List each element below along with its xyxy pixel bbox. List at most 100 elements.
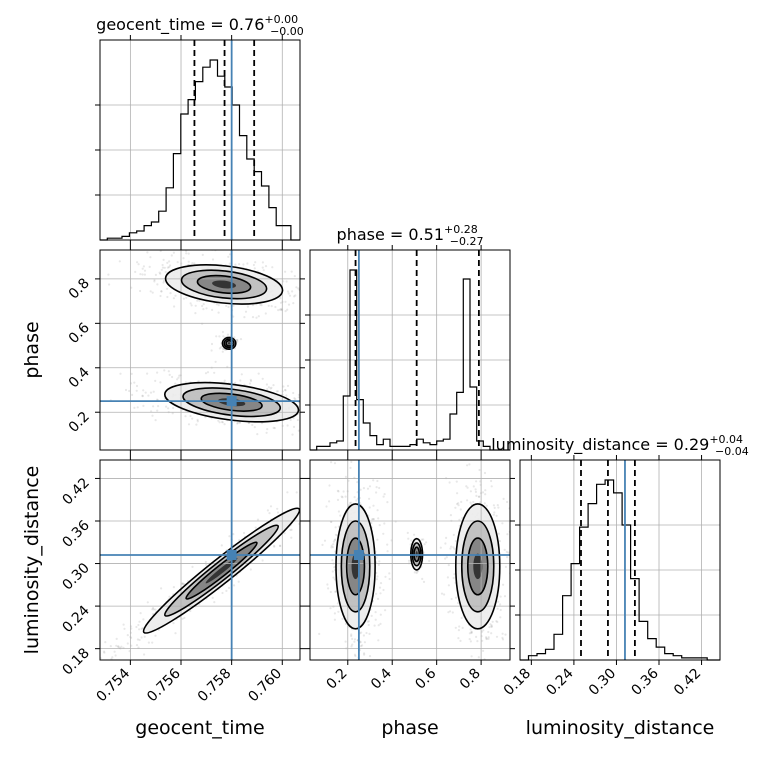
sample-point	[363, 641, 366, 644]
sample-point	[350, 501, 353, 504]
sample-point	[350, 634, 353, 638]
panel-frame	[99, 249, 301, 451]
sample-point	[176, 378, 179, 381]
sample-point	[313, 425, 315, 427]
sample-point	[117, 645, 120, 648]
sample-point	[152, 606, 155, 610]
sample-point	[383, 493, 386, 496]
sample-point	[154, 608, 157, 611]
sample-point	[256, 433, 259, 436]
sample-point	[454, 626, 457, 629]
sample-point	[253, 267, 256, 270]
sample-point	[287, 303, 291, 306]
sample-point	[450, 597, 453, 601]
sample-point	[490, 632, 493, 635]
sample-point	[171, 375, 174, 379]
density-level	[212, 280, 237, 289]
sample-point	[330, 461, 333, 464]
sample-point	[321, 543, 324, 547]
sample-point	[144, 391, 147, 394]
sample-point	[293, 295, 296, 298]
sample-point	[162, 281, 165, 284]
sample-point	[440, 592, 444, 595]
sample-point	[187, 260, 190, 263]
sample-point	[378, 560, 381, 563]
sample-point	[287, 292, 290, 295]
sample-point	[163, 266, 166, 269]
sample-point	[146, 372, 149, 375]
sample-point	[334, 526, 337, 529]
sample-point	[292, 391, 295, 395]
sample-point	[268, 511, 271, 515]
sample-point	[383, 522, 386, 525]
contour-line	[164, 381, 300, 423]
sample-point	[410, 539, 413, 542]
sample-point	[153, 280, 156, 283]
sample-point	[496, 607, 499, 610]
sample-point	[197, 380, 200, 383]
sample-point	[103, 651, 106, 654]
sample-point	[334, 538, 337, 541]
sample-point	[126, 634, 129, 637]
sample-point	[490, 624, 493, 627]
sample-point	[340, 495, 343, 498]
sample-point	[279, 544, 282, 548]
sample-point	[267, 304, 270, 307]
sample-point	[472, 500, 475, 504]
sample-point	[372, 518, 375, 521]
sample-point	[151, 608, 154, 611]
sample-point	[376, 479, 379, 483]
sample-point	[290, 528, 293, 531]
sample-point	[297, 393, 300, 396]
sample-point	[493, 511, 496, 514]
sample-point	[137, 263, 140, 266]
sample-point	[291, 290, 294, 293]
sample-point	[328, 500, 331, 503]
sample-point	[297, 396, 300, 399]
sample-point	[349, 469, 351, 471]
contour-line	[185, 541, 258, 600]
sample-point	[407, 537, 410, 540]
sample-point	[501, 632, 504, 635]
sample-point	[242, 531, 246, 535]
sample-point	[331, 559, 334, 562]
y-tick-label: 0.18	[59, 645, 92, 678]
sample-point	[142, 265, 145, 268]
sample-point	[152, 608, 155, 611]
sample-point	[234, 381, 237, 384]
sample-point	[359, 645, 363, 648]
sample-point	[292, 417, 295, 420]
sample-point	[246, 262, 249, 265]
sample-point	[107, 273, 110, 276]
sample-point	[499, 595, 502, 598]
sample-point	[276, 390, 279, 393]
sample-point	[161, 263, 164, 267]
sample-point	[284, 300, 287, 303]
sample-point	[171, 412, 174, 415]
sample-point	[178, 374, 181, 377]
sample-point	[490, 485, 493, 488]
sample-point	[495, 514, 498, 517]
sample-point	[488, 626, 491, 629]
sample-point	[254, 526, 257, 529]
sample-point	[251, 316, 255, 319]
sample-point	[147, 641, 150, 644]
sample-point	[497, 506, 500, 509]
sample-point	[413, 571, 416, 574]
truth-marker	[226, 396, 237, 407]
sample-point	[490, 479, 493, 483]
sample-point	[221, 591, 224, 595]
sample-point	[292, 425, 296, 428]
sample-point	[353, 640, 356, 643]
sample-point	[371, 518, 374, 521]
sample-point	[452, 533, 455, 537]
sample-point	[376, 509, 379, 512]
sample-point	[160, 290, 163, 293]
sample-point	[413, 533, 416, 536]
sample-point	[386, 501, 389, 504]
sample-point	[202, 308, 205, 311]
sample-point	[368, 506, 371, 509]
sample-point	[377, 639, 380, 642]
sample-point	[110, 657, 113, 660]
sample-point	[504, 633, 507, 636]
